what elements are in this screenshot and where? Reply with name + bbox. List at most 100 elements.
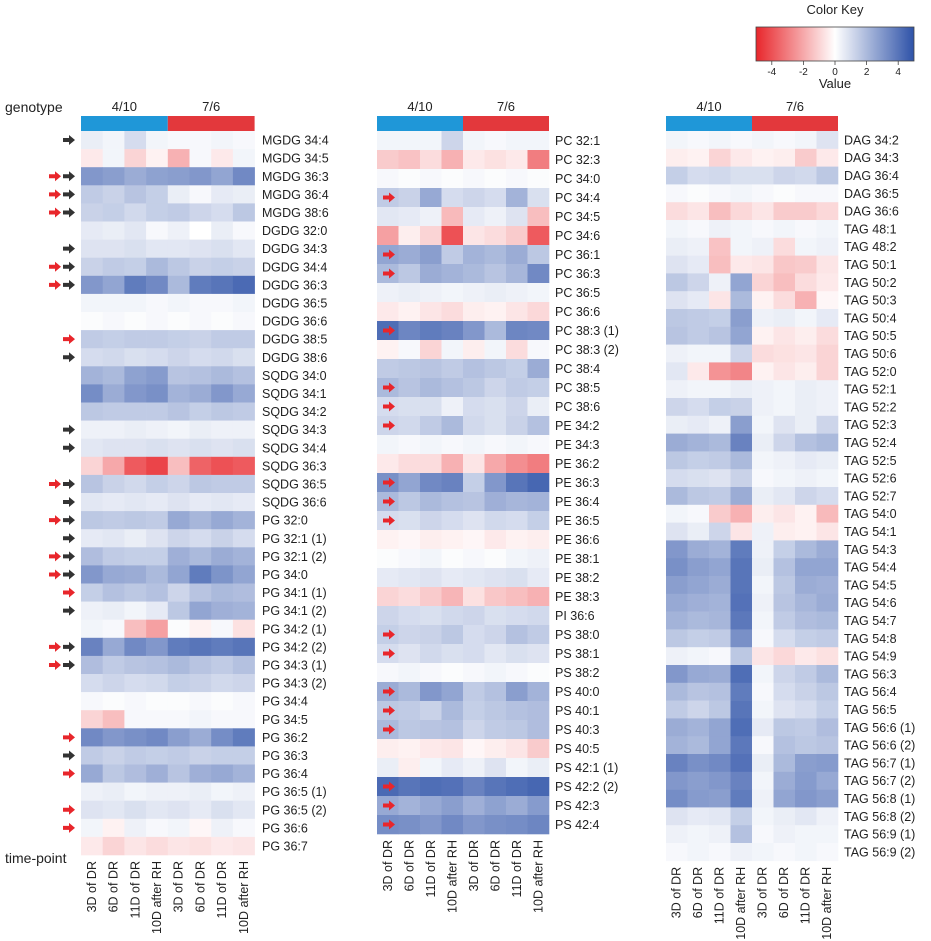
heatmap-cell (752, 344, 774, 363)
heatmap-cell (773, 148, 796, 167)
heatmap-cell (484, 606, 507, 626)
row-label: DAG 36:4 (844, 169, 899, 183)
heatmap-cell (420, 226, 442, 246)
heatmap-cell (189, 493, 212, 512)
heatmap-cell (752, 255, 774, 274)
row-label: SQDG 34:2 (262, 405, 327, 419)
heatmap-cell (687, 522, 710, 541)
heatmap-cell (709, 220, 731, 239)
row-label: TAG 54:4 (844, 561, 897, 575)
heatmap-cell (232, 764, 255, 783)
heatmap-cell (816, 576, 839, 595)
heatmap-cell (124, 746, 147, 765)
heatmap-cell (795, 326, 817, 345)
heatmap-cell (441, 264, 464, 284)
red-arrow-icon (383, 819, 395, 830)
heatmap-cell (709, 202, 731, 221)
heatmap-cell (816, 629, 839, 648)
heatmap-cell (124, 529, 147, 548)
heatmap-cell (167, 203, 190, 222)
heatmap-cell (398, 720, 421, 740)
column-label: 10D after RH (445, 840, 459, 913)
red-arrow-icon (63, 732, 75, 743)
heatmap-cell (795, 220, 817, 239)
heatmap-cell (816, 540, 839, 559)
heatmap-cell (795, 148, 817, 167)
heatmap-cell (420, 302, 442, 322)
red-arrow-icon (383, 724, 395, 735)
heatmap-cell (124, 619, 147, 639)
heatmap-cell (232, 601, 255, 620)
row-label: PG 36:5 (1) (262, 785, 327, 799)
heatmap-cell (687, 273, 710, 292)
red-arrow-icon (383, 648, 395, 659)
heatmap-cell (773, 540, 796, 559)
heatmap-cell (441, 188, 464, 208)
heatmap-cell (709, 825, 731, 844)
heatmap-cell (752, 540, 774, 559)
heatmap-cell (232, 402, 255, 421)
column-label: 10D after RH (531, 840, 545, 913)
heatmap-cell (709, 522, 731, 541)
heatmap-cell (441, 131, 464, 151)
heatmap-cell (167, 185, 190, 204)
row-label: PS 40:3 (555, 723, 600, 737)
heatmap-cell (81, 420, 103, 439)
heatmap-cell (484, 530, 507, 550)
heatmap-cell (752, 273, 774, 292)
heatmap-cell (773, 131, 796, 150)
heatmap-cell (102, 257, 125, 277)
heatmap-cell (232, 275, 255, 295)
heatmap-cell (752, 718, 774, 737)
heatmap-cell (773, 291, 796, 310)
heatmap-cell (484, 492, 507, 512)
heatmap-cell (816, 504, 839, 523)
heatmap-cell (124, 547, 147, 566)
heatmap-cell (816, 309, 839, 328)
heatmap-cell (687, 415, 710, 434)
heatmap-cell (167, 366, 190, 385)
heatmap-cell (167, 800, 190, 820)
heatmap-cell (527, 264, 550, 284)
row-label: TAG 48:1 (844, 222, 897, 236)
black-arrow-icon (63, 605, 75, 616)
heatmap-cell (398, 587, 421, 607)
heatmap-cell (666, 522, 688, 541)
heatmap-cell (709, 611, 731, 630)
heatmap-cell (816, 148, 839, 167)
heatmap-cell (377, 606, 399, 626)
heatmap-cell (102, 764, 125, 783)
heatmap-cell (687, 843, 710, 862)
heatmap-cell (687, 433, 710, 452)
heatmap-cell (211, 601, 234, 620)
heatmap-cell (527, 796, 550, 816)
row-label: PS 42:4 (555, 818, 600, 832)
heatmap-cell (420, 758, 442, 778)
heatmap-cell (463, 549, 485, 569)
heatmap-cell (506, 473, 528, 493)
heatmap-cell (666, 131, 688, 150)
heatmap-cell (752, 789, 774, 808)
heatmap-cell (484, 587, 507, 607)
heatmap-cell (773, 166, 796, 185)
heatmap-cell (463, 207, 485, 227)
heatmap-cell (81, 655, 103, 675)
heatmap-cell (463, 473, 485, 493)
heatmap-cell (730, 504, 753, 523)
heatmap-cell (102, 221, 125, 240)
heatmap-cell (398, 473, 421, 493)
heatmap-cell (441, 701, 464, 721)
heatmap-cell (81, 275, 103, 295)
heatmap-cell (232, 710, 255, 729)
heatmap-cell (687, 255, 710, 274)
heatmap-cell (81, 511, 103, 530)
heatmap-cell (189, 692, 212, 711)
heatmap-cell (506, 549, 528, 569)
heatmap-cell (463, 169, 485, 189)
genotype-bar-1 (377, 116, 463, 131)
heatmap-cell (81, 818, 103, 838)
heatmap-cell (709, 326, 731, 345)
row-label: TAG 52:4 (844, 436, 897, 450)
row-label: PC 34:6 (555, 229, 600, 243)
heatmap-cell (124, 185, 147, 204)
